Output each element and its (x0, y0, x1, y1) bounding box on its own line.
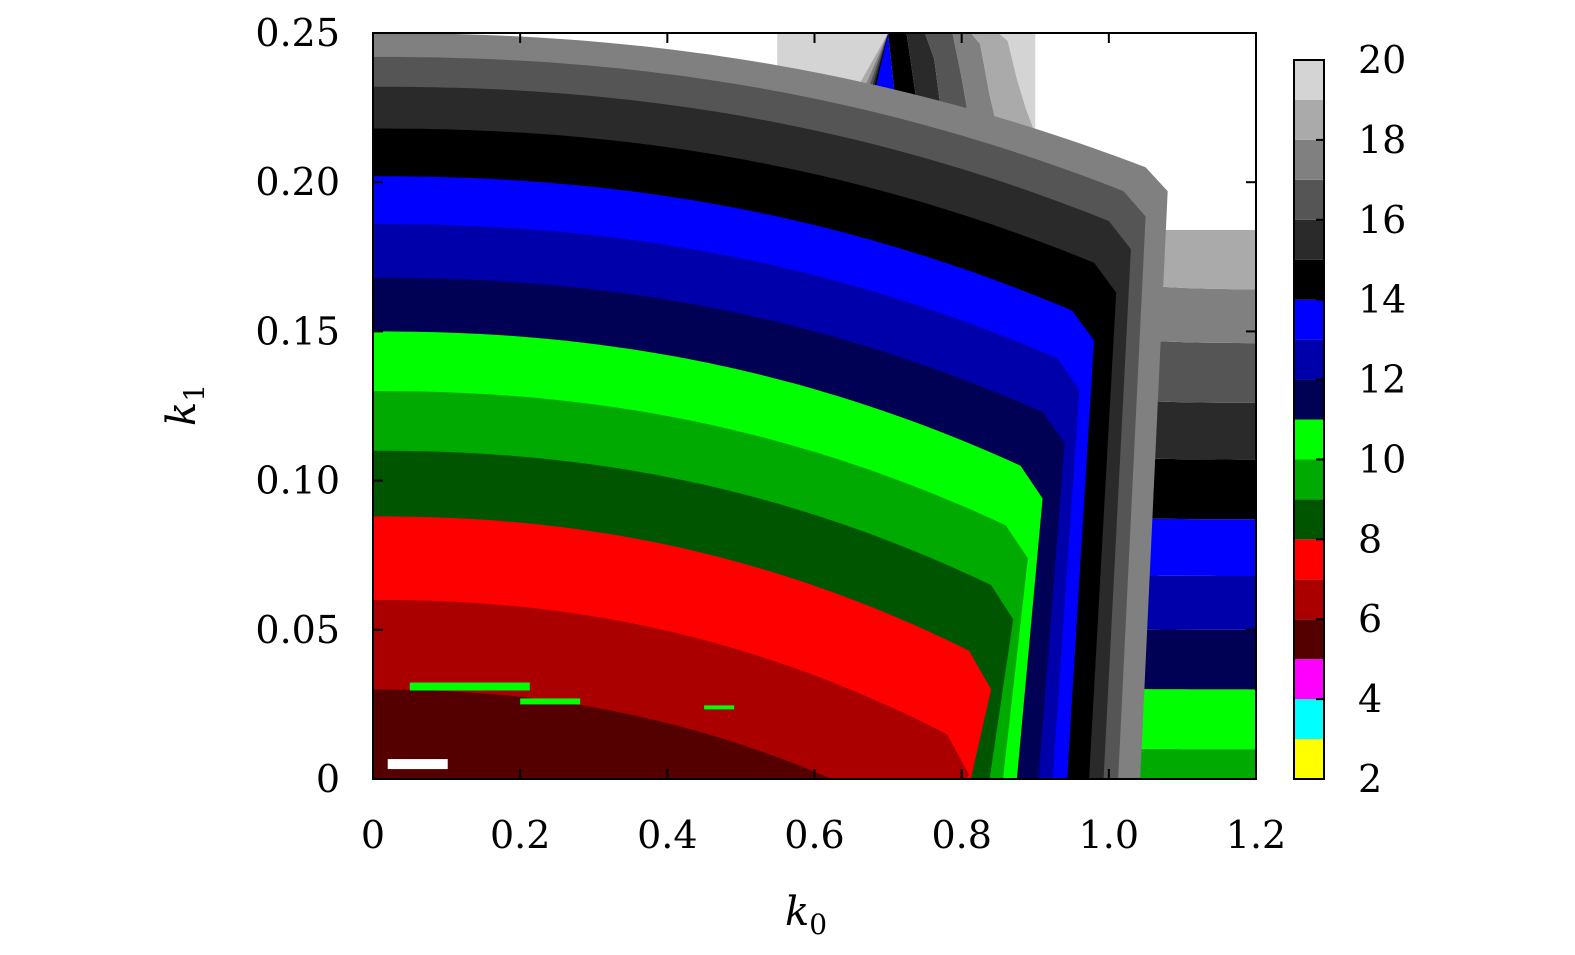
y-tick-label: 0.15 (255, 309, 340, 353)
colorbar-tick-label: 20 (1358, 38, 1406, 82)
noise-speck (387, 759, 448, 770)
colorbar-swatch (1294, 339, 1324, 380)
x-tick-label: 0 (361, 813, 385, 857)
x-axis-ticks: 0 0.2 0.4 0.6 0.8 1.0 1.2 (361, 33, 1286, 857)
colorbar-swatch (1294, 499, 1324, 540)
colorbar-swatch (1294, 379, 1324, 420)
colorbar: 2 4 6 8 10 12 14 16 18 20 (1293, 38, 1406, 801)
colorbar-tick-label: 4 (1358, 677, 1382, 721)
colorbar-swatch (1294, 179, 1324, 220)
colorbar-tick-label: 8 (1358, 517, 1382, 561)
x-tick-label: 0.6 (784, 813, 844, 857)
colorbar-swatch (1294, 259, 1324, 300)
colorbar-swatch (1294, 219, 1324, 260)
colorbar-swatch (1294, 459, 1324, 500)
colorbar-swatch (1294, 60, 1324, 100)
colorbar-tick-label: 16 (1358, 198, 1406, 242)
x-axis-label-sub: 0 (809, 908, 827, 941)
left-region-bands (373, 33, 1168, 779)
y-axis-label: k1 (159, 384, 211, 426)
noise-speck (704, 705, 735, 710)
x-tick-label: 0.4 (637, 813, 697, 857)
colorbar-swatch (1294, 739, 1324, 779)
colorbar-swatch (1294, 539, 1324, 580)
colorbar-swatch (1294, 619, 1324, 660)
x-tick-label: 0.8 (931, 813, 991, 857)
x-axis-label: k0 (785, 889, 827, 941)
colorbar-tick-label: 14 (1358, 278, 1406, 322)
y-tick-label: 0.10 (255, 459, 340, 503)
colorbar-swatch (1294, 419, 1324, 460)
colorbar-swatch (1294, 659, 1324, 700)
noise-speck (520, 698, 581, 705)
y-tick-label: 0 (316, 757, 340, 801)
noise-specks (387, 682, 735, 770)
colorbar-swatch (1294, 299, 1324, 340)
y-axis-label-sub: 1 (178, 384, 211, 402)
colorbar-swatch (1294, 139, 1324, 180)
y-tick-label: 0.05 (255, 608, 340, 652)
y-axis-ticks: 0 0.05 0.10 0.15 0.20 0.25 (255, 11, 1256, 801)
colorbar-tick-label: 10 (1358, 437, 1406, 481)
y-tick-label: 0.20 (255, 160, 340, 204)
colorbar-swatch (1294, 699, 1324, 740)
colorbar-tick-label: 6 (1358, 597, 1382, 641)
x-tick-label: 0.2 (490, 813, 550, 857)
left-band-6 (373, 689, 832, 779)
x-tick-label: 1.0 (1079, 813, 1139, 857)
noise-speck (409, 682, 530, 691)
colorbar-tick-label: 2 (1358, 757, 1382, 801)
x-axis-label-main: k (785, 889, 809, 935)
y-tick-label: 0.25 (255, 11, 340, 55)
colorbar-swatch (1294, 579, 1324, 620)
x-tick-label: 1.2 (1226, 813, 1286, 857)
colorbar-frame (1293, 59, 1325, 780)
y-axis-label-main: k (159, 402, 205, 426)
colorbar-tick-label: 18 (1358, 118, 1406, 162)
colorbar-tick-label: 12 (1358, 358, 1406, 402)
colorbar-swatch (1294, 99, 1324, 140)
